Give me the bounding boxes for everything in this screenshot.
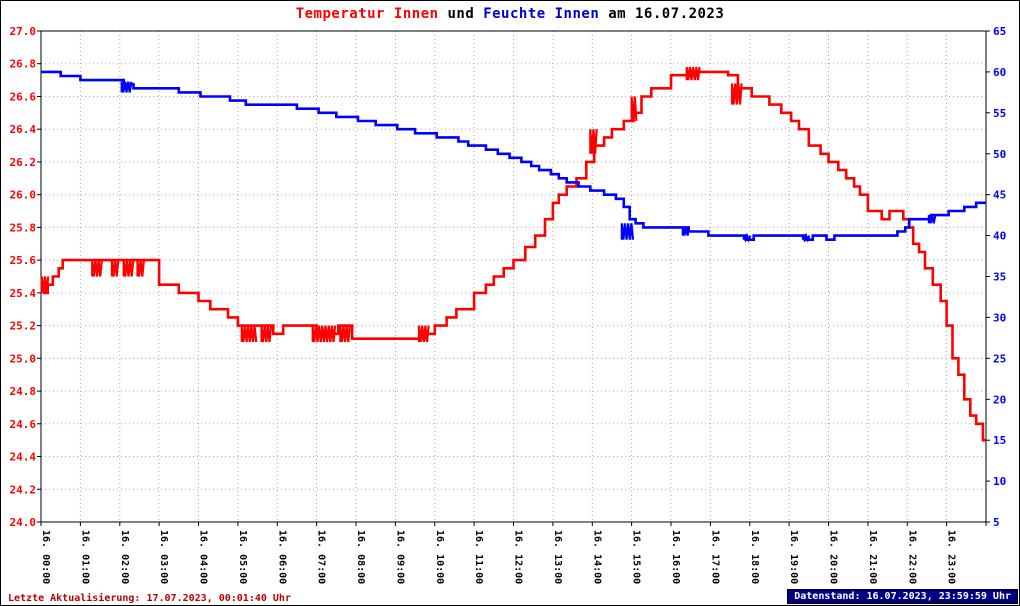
svg-text:26.8: 26.8	[10, 58, 37, 71]
svg-text:16. 09:00: 16. 09:00	[394, 530, 405, 584]
title-date-label: am 16.07.2023	[599, 6, 725, 22]
svg-text:25: 25	[993, 352, 1006, 365]
svg-text:30: 30	[993, 311, 1006, 324]
plot-border	[40, 30, 987, 523]
temperature-line	[41, 70, 986, 442]
svg-text:16. 13:00: 16. 13:00	[552, 530, 563, 584]
svg-text:16. 04:00: 16. 04:00	[198, 530, 209, 584]
svg-text:55: 55	[993, 107, 1006, 120]
x-axis-labels: 16. 00:00 16. 01:00 16. 02:00 16. 03:00 16. …	[40, 530, 957, 584]
title-temperature-label: Temperatur Innen	[295, 6, 439, 22]
svg-text:16. 11:00: 16. 11:00	[473, 530, 484, 584]
noise-bands	[40, 66, 937, 343]
svg-text:24.6: 24.6	[10, 418, 37, 431]
svg-text:16. 02:00: 16. 02:00	[119, 530, 130, 584]
svg-text:65: 65	[993, 25, 1006, 38]
svg-text:16. 19:00: 16. 19:00	[788, 530, 799, 584]
svg-text:16. 10:00: 16. 10:00	[434, 530, 445, 584]
svg-text:16. 12:00: 16. 12:00	[513, 530, 524, 584]
data-state-label: Datenstand: 16.07.2023, 23:59:59 Uhr	[787, 589, 1018, 604]
svg-text:50: 50	[993, 148, 1006, 161]
svg-text:10: 10	[993, 475, 1006, 488]
svg-text:16. 23:00: 16. 23:00	[946, 530, 957, 584]
svg-text:25.4: 25.4	[10, 287, 37, 300]
svg-text:27.0: 27.0	[10, 25, 37, 38]
grid-lines	[41, 31, 986, 522]
svg-text:25.6: 25.6	[10, 254, 37, 267]
svg-text:26.4: 26.4	[10, 123, 37, 136]
title-und-label: und	[438, 6, 484, 22]
svg-text:16. 08:00: 16. 08:00	[355, 530, 366, 584]
svg-text:15: 15	[993, 434, 1006, 447]
svg-text:16. 07:00: 16. 07:00	[316, 530, 327, 584]
svg-text:16. 20:00: 16. 20:00	[828, 530, 839, 584]
svg-text:24.4: 24.4	[10, 451, 37, 464]
svg-text:24.2: 24.2	[10, 483, 37, 496]
svg-text:40: 40	[993, 230, 1006, 243]
svg-text:25.8: 25.8	[10, 221, 37, 234]
svg-text:45: 45	[993, 189, 1006, 202]
title-humidity-label: Feuchte Innen	[483, 6, 600, 22]
svg-text:25.2: 25.2	[10, 320, 37, 333]
svg-text:16. 01:00: 16. 01:00	[79, 530, 90, 584]
humidity-line	[41, 70, 986, 241]
svg-text:26.2: 26.2	[10, 156, 37, 169]
y-axis-left-labels: 27.0 26.8 26.6 26.4 26.2 26.0 25.8 25.6 25.4 25.2…	[10, 25, 37, 529]
svg-text:24.0: 24.0	[10, 516, 37, 529]
svg-text:16. 16:00: 16. 16:00	[670, 530, 681, 584]
last-update-label: Letzte Aktualisierung: 17.07.2023, 00:01…	[5, 593, 294, 604]
axis-ticks	[37, 30, 990, 526]
svg-text:24.8: 24.8	[10, 385, 37, 398]
svg-text:16. 06:00: 16. 06:00	[276, 530, 287, 584]
svg-text:16. 15:00: 16. 15:00	[631, 530, 642, 584]
svg-text:16. 05:00: 16. 05:00	[237, 530, 248, 584]
svg-text:16. 21:00: 16. 21:00	[867, 530, 878, 584]
y-axis-right-labels: 65 60 55 50 45 40 35 30 25 20 15 10 5	[993, 25, 1006, 529]
svg-text:60: 60	[993, 66, 1006, 79]
svg-text:35: 35	[993, 271, 1006, 284]
svg-text:16. 14:00: 16. 14:00	[591, 530, 602, 584]
svg-text:16. 17:00: 16. 17:00	[709, 530, 720, 584]
svg-text:26.0: 26.0	[10, 189, 37, 202]
svg-text:16. 18:00: 16. 18:00	[749, 530, 760, 584]
svg-text:16. 22:00: 16. 22:00	[906, 530, 917, 584]
chart-title: Temperatur Innen und Feuchte Innen am 16…	[1, 6, 1019, 22]
svg-text:16. 03:00: 16. 03:00	[158, 530, 169, 584]
svg-text:26.6: 26.6	[10, 91, 37, 104]
svg-text:20: 20	[993, 393, 1006, 406]
svg-text:5: 5	[993, 516, 1000, 529]
svg-text:16. 00:00: 16. 00:00	[40, 530, 51, 584]
svg-text:25.0: 25.0	[10, 352, 37, 365]
